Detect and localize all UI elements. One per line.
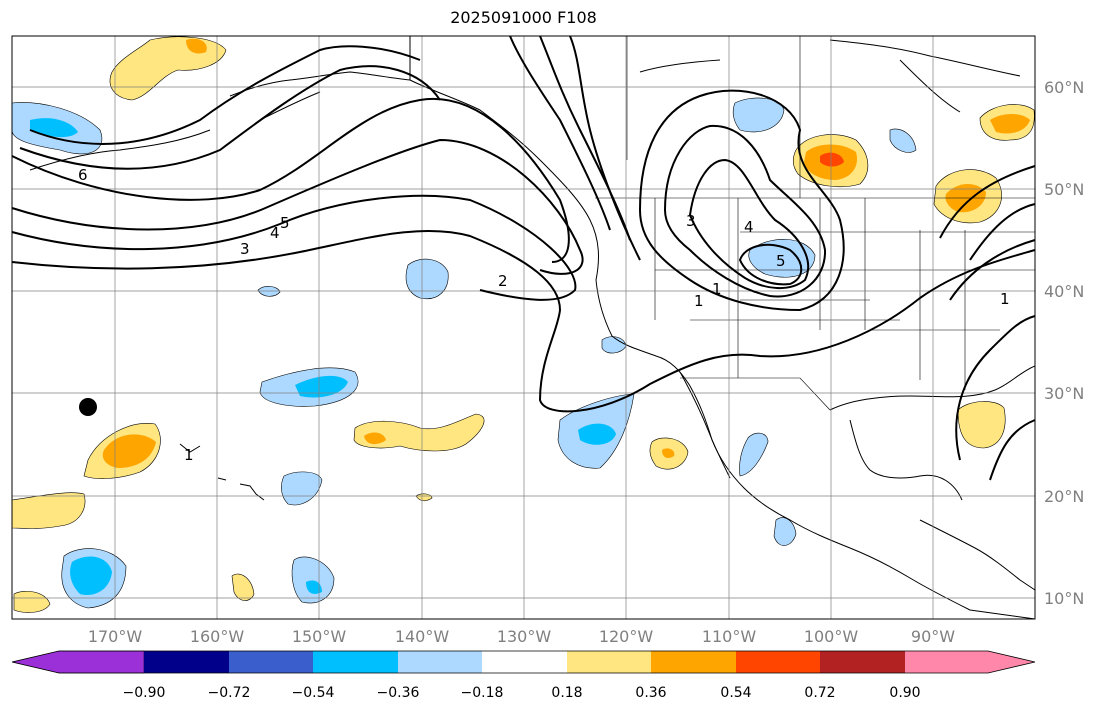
colorbar-segment (736, 651, 820, 673)
colorbar-tick: −0.72 (208, 685, 251, 701)
contour-label: 5 (280, 214, 290, 232)
lon-label: 100°W (804, 627, 859, 646)
colorbar-segment (398, 651, 482, 673)
lon-label: 120°W (599, 627, 654, 646)
pos-anomaly-blob (11, 492, 86, 529)
neg-anomaly-blob (30, 118, 78, 138)
colorbar-tick: 0.36 (635, 685, 666, 701)
neg-anomaly-blob (748, 239, 816, 278)
contour-label: 2 (498, 272, 508, 290)
contour-label: 1 (694, 292, 704, 310)
neg-anomaly-blob (739, 432, 769, 477)
contour-label: 5 (776, 252, 786, 270)
neg-anomaly-blob (281, 471, 323, 506)
contour-label: 3 (240, 240, 250, 258)
lat-label: 10°N (1044, 589, 1084, 608)
latitude-labels: 60°N 50°N 40°N 30°N 20°N 10°N (1044, 78, 1084, 608)
neg-anomaly-blob (773, 517, 797, 546)
colorbar-tick: 0.54 (720, 685, 751, 701)
colorbar-segment (313, 651, 398, 673)
colorbar-tick: −0.18 (461, 685, 504, 701)
colorbar-tick: −0.36 (377, 685, 420, 701)
location-marker (79, 398, 97, 416)
colorbar-segment (567, 651, 651, 673)
lon-label: 160°W (190, 627, 245, 646)
longitude-labels: 170°W 160°W 150°W 140°W 130°W 120°W 110°… (88, 627, 955, 646)
map-frame (11, 35, 1036, 620)
contour-label: 6 (78, 166, 88, 184)
colorbar-segment (651, 651, 736, 673)
colorbar-outline (11, 650, 1036, 674)
contour-label: 1 (184, 446, 194, 464)
lat-label: 60°N (1044, 78, 1084, 97)
contour-label: 1 (1000, 290, 1010, 308)
lat-label: 40°N (1044, 282, 1084, 301)
pos-anomaly-blob (957, 401, 1006, 449)
contour-labels: 6 5 4 3 2 1 1 1 3 4 5 1 (78, 166, 1010, 464)
lon-label: 140°W (395, 627, 450, 646)
contour-label: 4 (744, 218, 754, 236)
contour-label: 3 (686, 212, 696, 230)
pos-anomaly-blob (102, 434, 156, 468)
neg-anomaly-blob (405, 258, 449, 300)
colorbar (11, 650, 1036, 674)
colorbar-segment (905, 651, 1035, 673)
lon-label: 130°W (497, 627, 552, 646)
neg-anomaly-blob (306, 580, 322, 594)
pos-anomaly-blob (186, 38, 207, 54)
neg-anomaly-blob (295, 375, 348, 398)
pos-anomaly-blob (990, 114, 1030, 134)
colorbar-segment (229, 651, 313, 673)
contour-label: 1 (712, 280, 722, 298)
colorbar-segment (820, 651, 905, 673)
neg-anomaly-blob (889, 128, 917, 153)
colorbar-segment (144, 651, 229, 673)
graticule (12, 36, 1035, 619)
lat-label: 50°N (1044, 180, 1084, 199)
colorbar-tick: −0.90 (123, 685, 166, 701)
colorbar-tick: 0.18 (551, 685, 582, 701)
colorbar-tick: 0.72 (804, 685, 835, 701)
colorbar-tick: 0.90 (889, 685, 920, 701)
coastlines (29, 36, 1036, 620)
height-contours (11, 35, 1036, 481)
lat-label: 30°N (1044, 384, 1084, 403)
colorbar-tick: −0.54 (292, 685, 335, 701)
lon-label: 150°W (292, 627, 347, 646)
pos-anomaly-blob (662, 448, 675, 458)
colorbar-ticks: −0.90 −0.72 −0.54 −0.36 −0.18 0.18 0.36 … (123, 685, 921, 701)
neg-anomaly-blob (732, 97, 785, 133)
colorbar-segment (11, 650, 145, 674)
neg-anomaly-blob (578, 423, 616, 445)
pos-anomaly-blob (13, 591, 51, 613)
lon-label: 110°W (702, 627, 757, 646)
chart-title: 2025091000 F108 (450, 8, 597, 27)
colorbar-segment (482, 651, 567, 673)
pos-anomaly-blob (364, 432, 386, 445)
pos-anomaly-blob (353, 413, 485, 452)
neg-anomaly-blob (70, 556, 112, 596)
contour-label: 4 (270, 224, 280, 242)
pos-anomaly-blob (231, 573, 255, 601)
lat-label: 20°N (1044, 487, 1084, 506)
lon-label: 90°W (911, 627, 955, 646)
lon-label: 170°W (88, 627, 143, 646)
map-background (12, 36, 1035, 619)
pos-anomaly-blob (820, 152, 844, 167)
neg-anomaly-blob (291, 556, 335, 604)
anomaly-shading (11, 36, 1035, 613)
